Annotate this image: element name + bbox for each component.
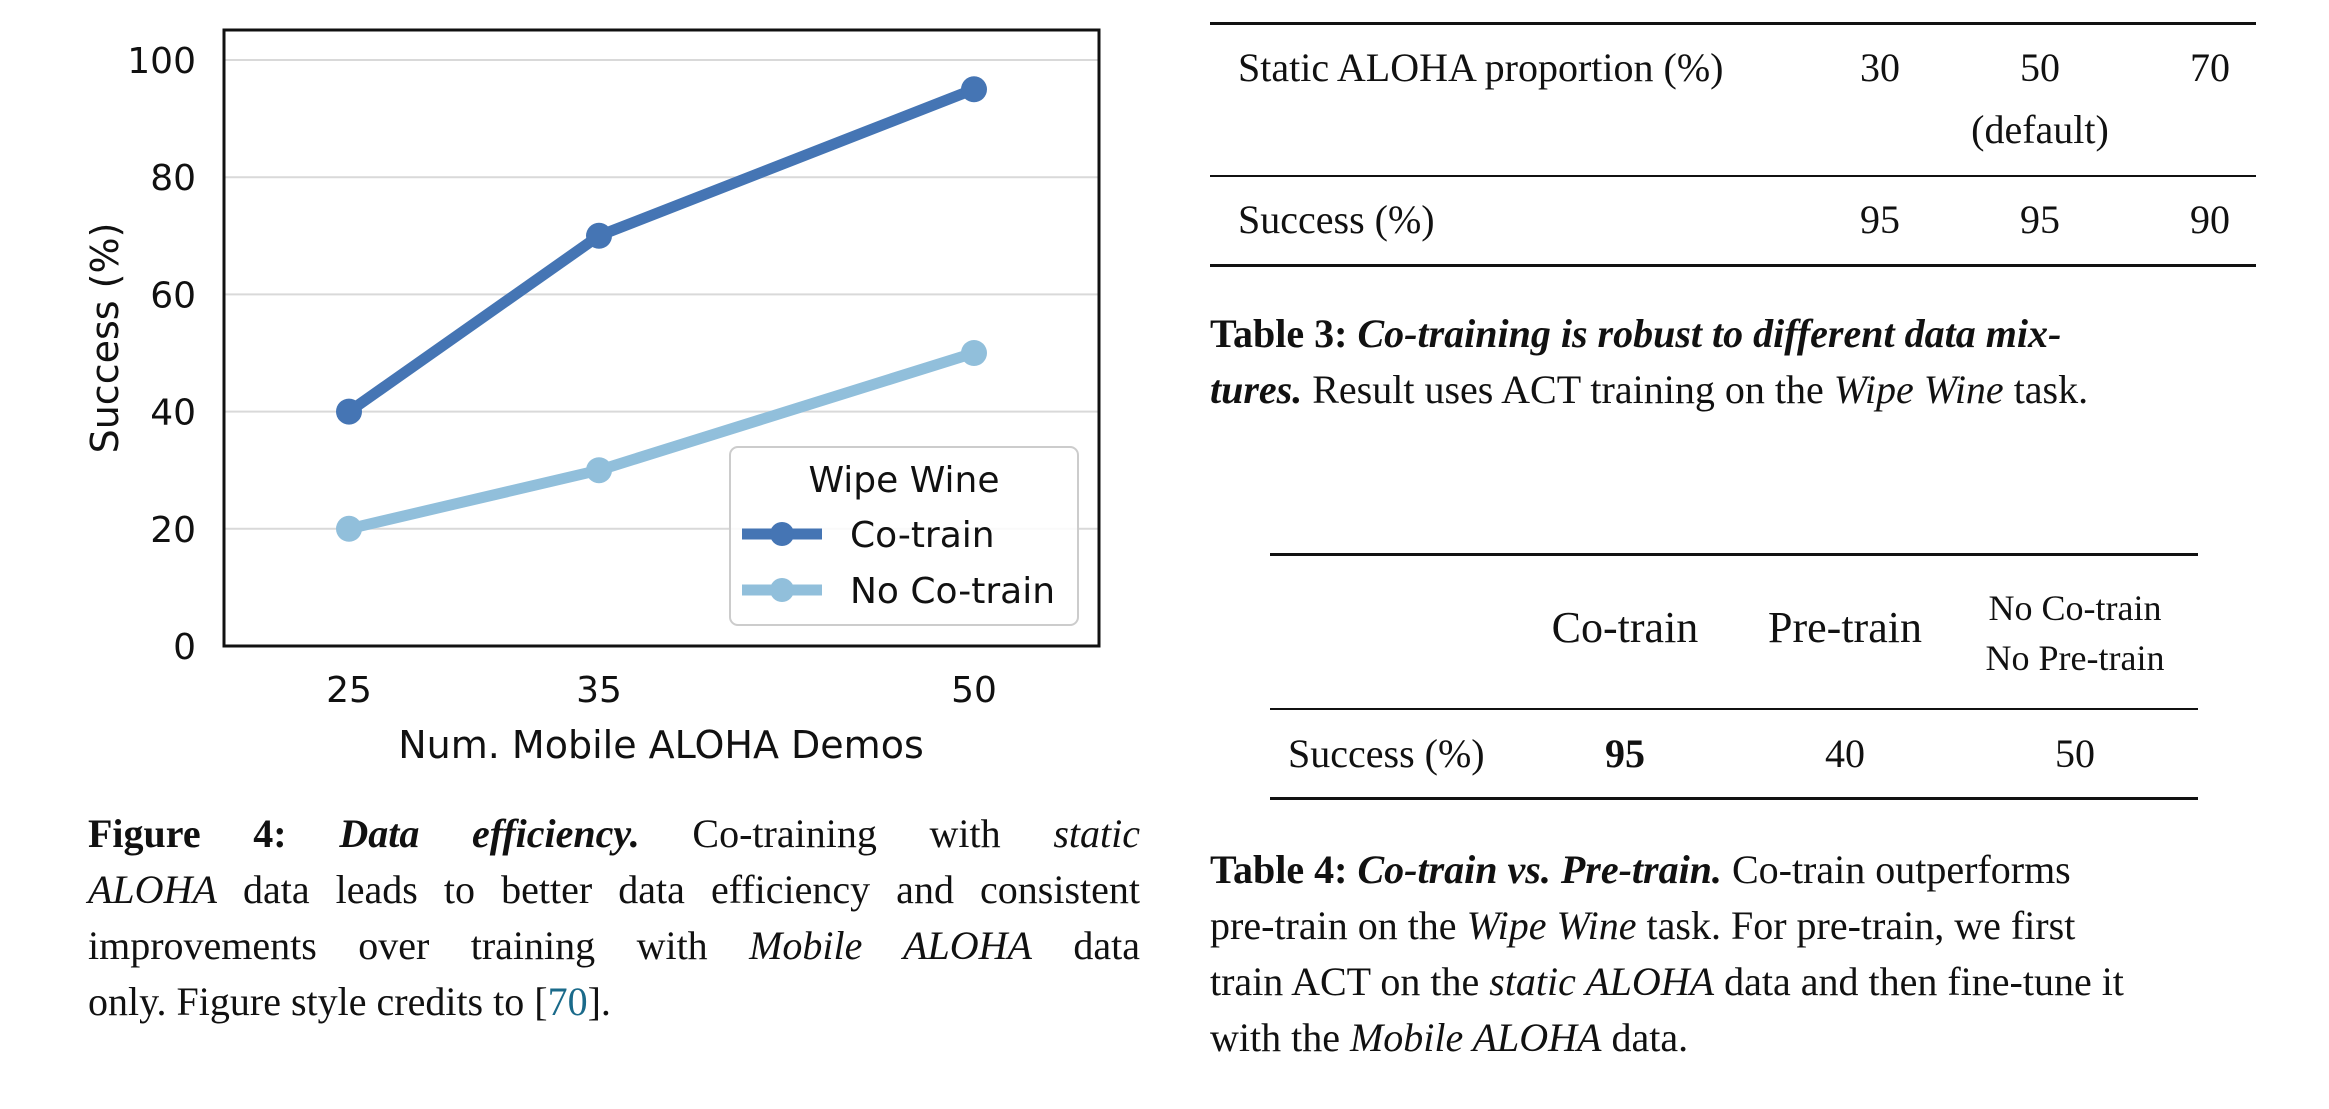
table-4-label: Table 4: — [1210, 847, 1348, 892]
caption-line: improvements over training with Mobile A… — [88, 923, 1141, 968]
table-4-header-col1: Co-train — [1551, 603, 1699, 652]
table-3-label: Table 3: — [1210, 311, 1348, 356]
table-4-header-col3-line1: No Co-train — [1988, 588, 2162, 628]
plot-frame — [222, 28, 1101, 648]
table-3-cell-col2: 95 — [2020, 197, 2060, 242]
table-4-cell-col1: 95 — [1605, 731, 1645, 776]
legend-marker-co-train — [770, 522, 794, 546]
table-3-header-label: Static ALOHA proportion (%) — [1238, 45, 1724, 90]
y-tick-label: 60 — [150, 275, 196, 316]
table-3-cell-col1: 95 — [1860, 197, 1900, 242]
legend-title: Wipe Wine — [808, 460, 999, 501]
y-tick-label: 40 — [150, 393, 196, 434]
legend-label-no-co-train: No Co-train — [850, 571, 1055, 612]
table-4-cell-col3: 50 — [2055, 731, 2095, 776]
figure-4-line-chart: 0 20 40 60 80 100 25 35 50 Num. Mobile ALOHA De… — [83, 28, 1101, 767]
data-point — [586, 457, 612, 484]
table-4-cell-col2: 40 — [1825, 731, 1865, 776]
table-3-header-col2-sub: (default) — [1971, 107, 2109, 152]
table-4-mid-rule — [1270, 708, 2198, 710]
table-3-header-col3: 70 — [2190, 45, 2230, 90]
x-tick-label: 35 — [576, 670, 622, 711]
legend-box — [729, 446, 1079, 626]
table-4-caption: Table 4: Co-train vs. Pre-train. Co-trai… — [1210, 847, 2124, 1060]
table-3-bottom-rule — [1210, 264, 2256, 267]
caption-line: only. Figure style credits to [70]. — [88, 979, 611, 1024]
table-4-header-col2: Pre-train — [1768, 603, 1922, 652]
y-tick-labels: 0 20 40 60 80 100 — [127, 41, 196, 668]
table-3-title: Co-training is robust to different data … — [1357, 311, 2062, 356]
data-point — [961, 76, 987, 103]
y-tick-label: 80 — [150, 158, 196, 199]
data-point — [336, 515, 362, 542]
data-point — [586, 222, 612, 249]
x-tick-labels: 25 35 50 — [326, 670, 997, 711]
caption-line: ALOHA data leads to better data efficien… — [88, 867, 1140, 912]
y-tick-label: 0 — [173, 627, 196, 668]
legend-label-co-train: Co-train — [850, 515, 995, 556]
data-point — [336, 398, 362, 425]
table-4-top-rule — [1270, 553, 2198, 556]
chart-series — [336, 76, 987, 542]
table-3-caption: Table 3: Co-training is robust to differ… — [1210, 311, 2089, 412]
figure-4-caption: Figure 4: Data efficiency. Co-training w… — [88, 806, 1140, 1030]
table-4-title: Co-train vs. Pre-train. — [1357, 847, 1722, 892]
series-line-co-train — [345, 84, 977, 417]
table-4-header-col3-line2: No Pre-train — [1985, 638, 2165, 678]
table-4-bottom-rule — [1270, 797, 2198, 800]
table-3-row-label: Success (%) — [1238, 197, 1435, 242]
table-3-top-rule — [1210, 22, 2256, 25]
table-4-row-label: Success (%) — [1288, 731, 1485, 776]
legend-marker-no-co-train — [770, 578, 794, 602]
table-3-header-col2: 50 — [2020, 45, 2060, 90]
figure-label: Figure 4: — [88, 811, 287, 856]
y-tick-label: 100 — [127, 41, 196, 82]
x-axis-label: Num. Mobile ALOHA Demos — [398, 723, 924, 767]
table-3-mid-rule — [1210, 175, 2256, 177]
caption-line: Figure 4: Data efficiency. Co-training w… — [88, 811, 1141, 856]
x-tick-label: 50 — [951, 670, 997, 711]
data-point — [961, 340, 987, 366]
chart-legend: Wipe Wine Co-train No Co-train — [729, 446, 1079, 626]
table-3-cell-col3: 90 — [2190, 197, 2230, 242]
table-3-header-col1: 30 — [1860, 45, 1900, 90]
x-tick-label: 25 — [326, 670, 372, 711]
citation-link[interactable]: 70 — [547, 979, 588, 1024]
figure-title: Data efficiency. — [339, 811, 640, 856]
y-tick-label: 20 — [150, 510, 196, 551]
y-axis-label: Success (%) — [83, 223, 127, 454]
